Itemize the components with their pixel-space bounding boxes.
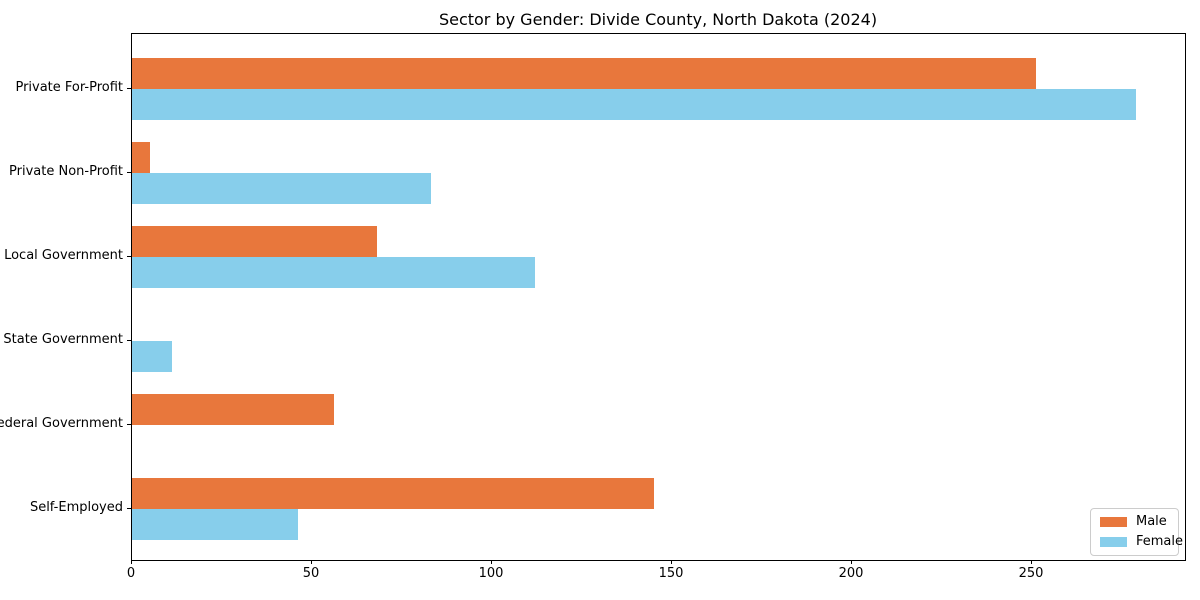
x-tick-mark bbox=[671, 560, 672, 564]
bar-male-3 bbox=[132, 226, 377, 257]
x-tick-label: 200 bbox=[838, 566, 864, 581]
y-tick-mark bbox=[127, 172, 131, 173]
chart-title: Sector by Gender: Divide County, North D… bbox=[438, 10, 878, 29]
x-tick-mark bbox=[311, 560, 312, 564]
x-tick-mark bbox=[851, 560, 852, 564]
bar-female-6 bbox=[132, 509, 298, 540]
legend-swatch-male bbox=[1100, 517, 1127, 527]
bar-male-5 bbox=[132, 394, 334, 425]
y-tick-mark bbox=[127, 88, 131, 89]
category-label: Private Non-Profit bbox=[9, 164, 123, 179]
bar-male-2 bbox=[132, 142, 150, 173]
category-label: Self-Employed bbox=[29, 500, 123, 515]
x-tick-label: 150 bbox=[658, 566, 684, 581]
legend-item-male: Male bbox=[1100, 515, 1169, 529]
legend-item-label: Male bbox=[1136, 514, 1167, 529]
legend: Male Female bbox=[1090, 508, 1183, 556]
legend-item-female: Female bbox=[1100, 535, 1183, 549]
x-tick-label: 0 bbox=[126, 566, 136, 581]
x-tick-label: 100 bbox=[478, 566, 504, 581]
y-tick-mark bbox=[127, 424, 131, 425]
bar-female-1 bbox=[132, 89, 1137, 120]
category-label: Private For-Profit bbox=[15, 80, 123, 95]
category-label: Local Government bbox=[4, 248, 123, 263]
x-tick-mark bbox=[491, 560, 492, 564]
category-label: Federal Government bbox=[0, 416, 123, 431]
category-label: State Government bbox=[3, 332, 123, 347]
legend-swatch-female bbox=[1100, 537, 1127, 547]
y-tick-mark bbox=[127, 340, 131, 341]
x-tick-mark bbox=[1031, 560, 1032, 564]
y-tick-mark bbox=[127, 256, 131, 257]
bar-female-3 bbox=[132, 257, 536, 288]
bar-female-4 bbox=[132, 341, 172, 372]
plot-area bbox=[131, 33, 1186, 561]
legend-item-label: Female bbox=[1136, 534, 1184, 549]
bar-male-6 bbox=[132, 478, 654, 509]
bar-male-1 bbox=[132, 58, 1036, 89]
y-tick-mark bbox=[127, 508, 131, 509]
x-tick-label: 250 bbox=[1018, 566, 1044, 581]
bar-female-2 bbox=[132, 173, 431, 204]
x-tick-mark bbox=[131, 560, 132, 564]
x-tick-label: 50 bbox=[302, 566, 320, 581]
